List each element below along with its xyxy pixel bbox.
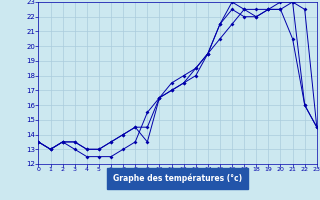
- X-axis label: Graphe des températures (°c): Graphe des températures (°c): [113, 174, 242, 183]
